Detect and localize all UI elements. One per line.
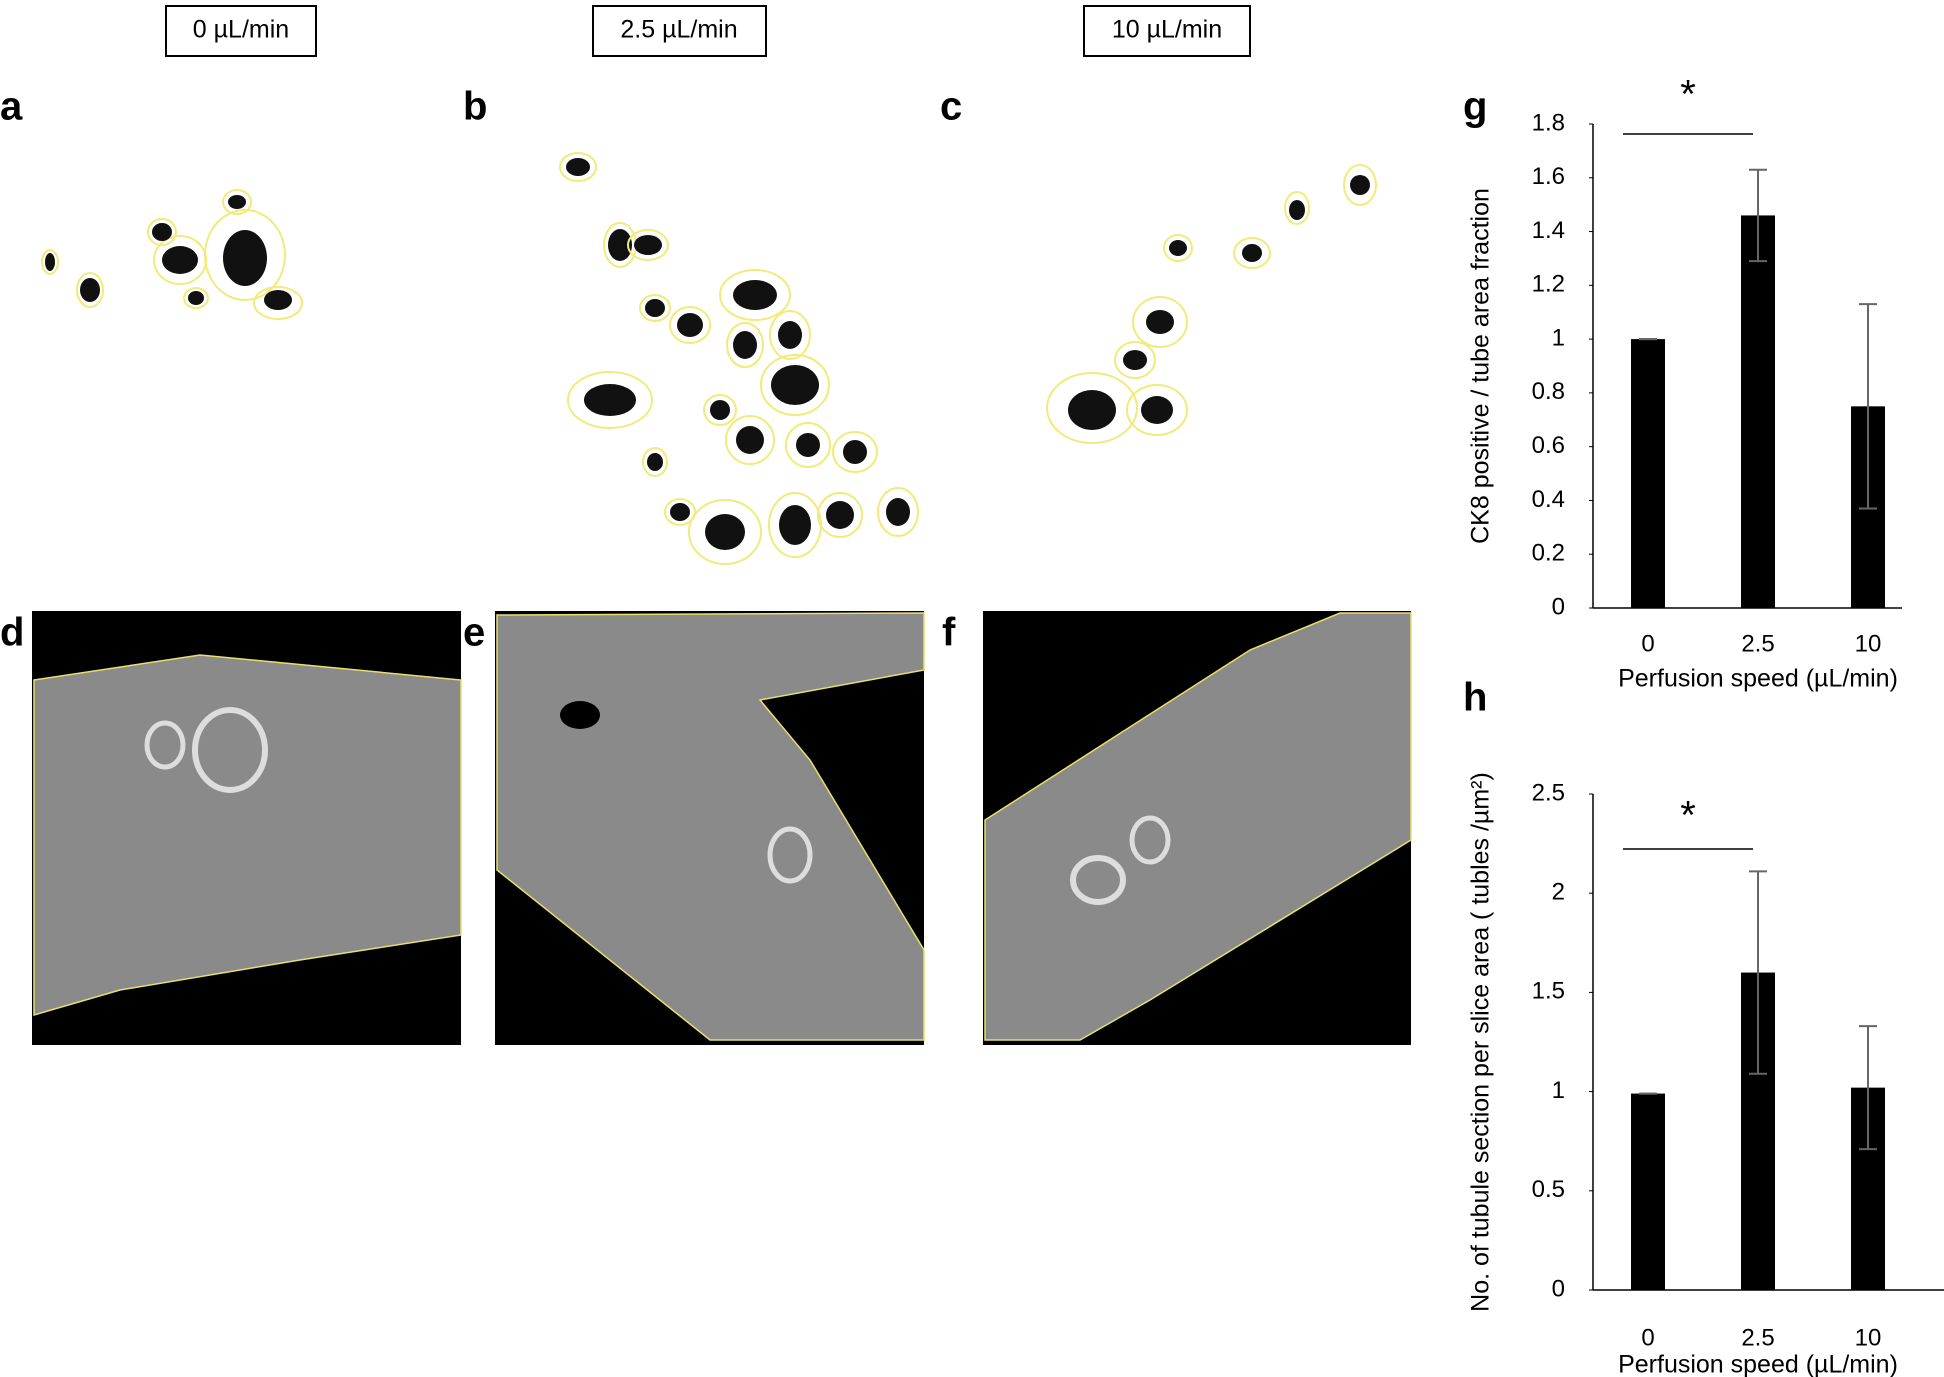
y-tick-label: 1.6 bbox=[1532, 163, 1565, 190]
micrograph-fluorescence bbox=[32, 611, 462, 1045]
panel-letter: e bbox=[463, 611, 485, 655]
significance-mark: * bbox=[1680, 73, 1696, 117]
micrograph-binary bbox=[559, 152, 919, 565]
error-bar bbox=[1859, 303, 1877, 510]
panel-letter: d bbox=[0, 611, 24, 655]
y-axis-label: No. of tubule section per slice area ( t… bbox=[1467, 772, 1495, 1312]
condition-box bbox=[1083, 5, 1251, 57]
error-bar bbox=[1749, 168, 1767, 263]
y-tick-label: 0 bbox=[1552, 1275, 1565, 1302]
micrograph-binary bbox=[1046, 164, 1377, 444]
micrograph-fluorescence bbox=[983, 611, 1412, 1045]
x-tick-label: 2.5 bbox=[1741, 630, 1774, 657]
y-tick-label: 0.5 bbox=[1532, 1176, 1565, 1203]
panel-letter: f bbox=[942, 611, 956, 655]
y-tick-label: 1.2 bbox=[1532, 271, 1565, 298]
error-bar bbox=[1749, 870, 1767, 1075]
y-tick-label: 1.5 bbox=[1532, 978, 1565, 1005]
x-tick-label: 10 bbox=[1855, 1324, 1882, 1351]
panel-letter: a bbox=[0, 85, 23, 129]
error-bar bbox=[1859, 1025, 1877, 1151]
condition-label: 10 µL/min bbox=[1112, 16, 1222, 44]
y-tick-label: 2 bbox=[1552, 879, 1565, 906]
bar bbox=[1741, 215, 1775, 608]
condition-box bbox=[165, 5, 317, 57]
x-tick-label: 0 bbox=[1641, 630, 1654, 657]
panel-letter: c bbox=[940, 85, 962, 129]
y-tick-label: 0 bbox=[1552, 593, 1565, 620]
panel-letter: b bbox=[463, 85, 487, 129]
x-tick-label: 10 bbox=[1855, 630, 1882, 657]
panel-letter: g bbox=[1463, 85, 1487, 129]
y-tick-label: 1 bbox=[1552, 324, 1565, 351]
x-axis-label: Perfusion speed (µL/min) bbox=[1618, 1351, 1898, 1377]
y-tick-label: 1.8 bbox=[1532, 109, 1565, 136]
condition-label: 0 µL/min bbox=[193, 16, 289, 44]
significance-mark: * bbox=[1680, 794, 1696, 838]
bar bbox=[1631, 339, 1665, 608]
x-tick-label: 2.5 bbox=[1741, 1324, 1774, 1351]
micrograph-binary bbox=[41, 189, 303, 320]
micrograph-fluorescence bbox=[495, 611, 925, 1045]
y-tick-label: 0.8 bbox=[1532, 378, 1565, 405]
y-tick-label: 1 bbox=[1552, 1077, 1565, 1104]
y-tick-label: 0.2 bbox=[1532, 540, 1565, 567]
y-tick-label: 1.4 bbox=[1532, 217, 1565, 244]
x-tick-label: 0 bbox=[1641, 1324, 1654, 1351]
y-tick-label: 2.5 bbox=[1532, 779, 1565, 806]
x-axis-label: Perfusion speed (µL/min) bbox=[1618, 665, 1898, 693]
y-tick-label: 0.4 bbox=[1532, 486, 1565, 513]
y-tick-label: 0.6 bbox=[1532, 432, 1565, 459]
y-axis-label: CK8 positive / tube area fraction bbox=[1467, 188, 1495, 544]
condition-label: 2.5 µL/min bbox=[620, 16, 737, 44]
condition-box bbox=[592, 5, 767, 57]
bar bbox=[1631, 1093, 1665, 1290]
panel-letter: h bbox=[1463, 676, 1487, 720]
